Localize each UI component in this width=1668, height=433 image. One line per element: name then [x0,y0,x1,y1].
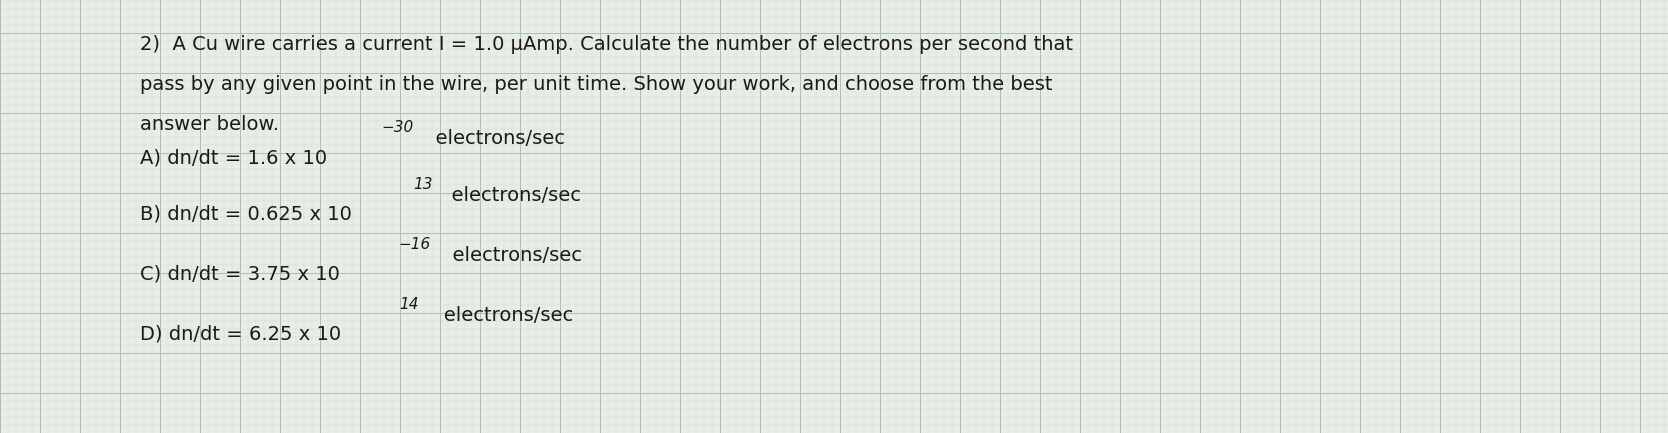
Text: D) dn/dt = 6.25 x 10: D) dn/dt = 6.25 x 10 [140,325,342,344]
Text: 2)  A Cu wire carries a current I = 1.0 μAmp. Calculate the number of electrons : 2) A Cu wire carries a current I = 1.0 μ… [140,35,1073,54]
Text: C) dn/dt = 3.75 x 10: C) dn/dt = 3.75 x 10 [140,265,340,284]
Text: electrons/sec: electrons/sec [439,246,582,265]
Text: −30: −30 [382,120,414,135]
Text: pass by any given point in the wire, per unit time. Show your work, and choose f: pass by any given point in the wire, per… [140,75,1053,94]
Text: B) dn/dt = 0.625 x 10: B) dn/dt = 0.625 x 10 [140,205,352,224]
Text: −16: −16 [399,237,430,252]
Text: electrons/sec: electrons/sec [439,186,580,205]
Text: A) dn/dt = 1.6 x 10: A) dn/dt = 1.6 x 10 [140,148,327,167]
Text: electrons/sec: electrons/sec [425,306,572,325]
Text: 13: 13 [414,177,434,192]
Text: electrons/sec: electrons/sec [424,129,565,148]
Text: 14: 14 [400,297,419,312]
Text: answer below.: answer below. [140,115,279,134]
